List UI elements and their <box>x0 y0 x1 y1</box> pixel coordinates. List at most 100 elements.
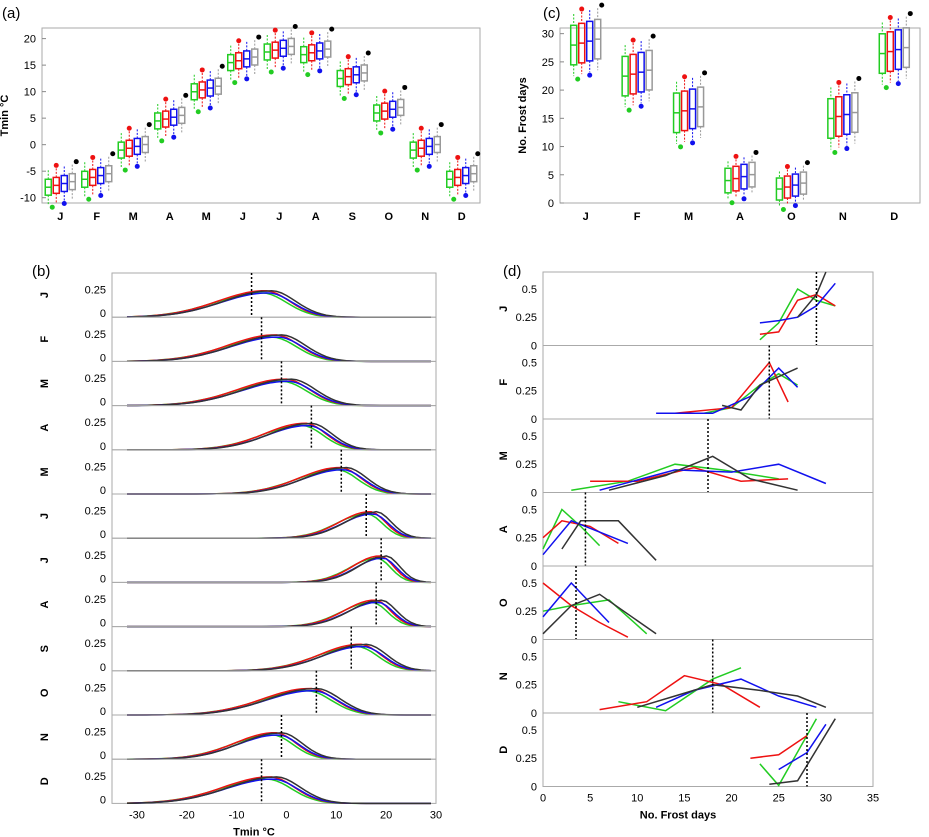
y-tick-label: 0.25 <box>85 461 106 473</box>
box-outlier <box>630 37 636 43</box>
box-outlier <box>836 79 842 85</box>
box-outlier <box>317 68 323 74</box>
box-outlier <box>292 23 298 29</box>
distribution-line <box>126 380 431 407</box>
panel-label-d: (d) <box>503 263 521 280</box>
y-tick-label: 25 <box>542 57 554 69</box>
y-tick-label: -5 <box>26 166 36 178</box>
y-tick-label: 0.25 <box>85 329 106 341</box>
month-label: M <box>39 467 51 476</box>
x-tick-label: 10 <box>330 809 342 821</box>
box-outlier <box>256 34 262 40</box>
box-outlier <box>329 26 335 32</box>
box-outlier <box>126 125 132 131</box>
frequency-line <box>769 718 836 785</box>
month-label: J <box>39 557 51 563</box>
x-tick-label: D <box>890 211 898 223</box>
y-tick-label: 0.25 <box>516 533 537 545</box>
month-label: M <box>39 379 51 388</box>
box-outlier <box>49 204 55 210</box>
frequency-line <box>674 361 789 415</box>
distribution-line <box>127 687 431 716</box>
box-outlier <box>741 196 747 202</box>
y-tick-label: 0 <box>100 662 106 674</box>
distribution-line <box>127 422 431 451</box>
box-outlier <box>678 144 684 150</box>
y-tick-label: -10 <box>20 193 36 205</box>
month-label: N <box>498 672 510 680</box>
y-tick-label: 0.5 <box>522 578 537 590</box>
x-tick-label: 15 <box>678 793 690 805</box>
x-axis-label: Tmin °C <box>233 826 275 837</box>
y-tick-label: 0 <box>531 561 537 573</box>
y-tick-label: 0 <box>30 140 36 152</box>
month-label: O <box>39 688 51 697</box>
y-tick-label: 0.25 <box>85 285 106 297</box>
y-tick-label: 0 <box>531 635 537 647</box>
x-tick-label: 30 <box>430 809 442 821</box>
x-tick-label: S <box>349 211 356 223</box>
y-tick-label: 0.5 <box>522 725 537 737</box>
y-tick-label: 0.5 <box>522 357 537 369</box>
box-outlier <box>86 196 92 202</box>
box-outlier <box>382 88 388 94</box>
subplot-frame <box>111 405 437 451</box>
box-outlier <box>207 105 213 111</box>
subplot-frame <box>111 493 437 539</box>
y-tick-label: 0.25 <box>516 606 537 618</box>
box-outlier <box>365 50 371 56</box>
box-outlier <box>232 80 238 86</box>
plot-frame <box>559 27 921 204</box>
box-outlier <box>784 164 790 170</box>
box-outlier <box>638 103 644 109</box>
y-tick-label: 0.25 <box>85 771 106 783</box>
distribution-line <box>126 336 431 363</box>
box-outlier <box>341 95 347 101</box>
box-outlier <box>353 92 359 98</box>
distribution-line <box>126 734 431 760</box>
box-outlier <box>280 65 286 71</box>
panel-label-b: (b) <box>32 263 50 280</box>
box-outlier <box>650 33 656 39</box>
distribution-line <box>127 466 431 495</box>
box-outlier <box>575 76 581 82</box>
month-label: A <box>39 600 51 608</box>
box-outlier <box>309 30 315 36</box>
box-outlier <box>599 2 605 8</box>
y-tick-label: 0.25 <box>85 682 106 694</box>
box-outlier <box>159 138 165 144</box>
x-tick-label: F <box>93 211 100 223</box>
month-label: F <box>498 379 510 386</box>
y-tick-label: 5 <box>30 113 36 125</box>
box-outlier <box>690 140 696 146</box>
frequency-line <box>759 293 836 335</box>
subplot-frame <box>111 714 437 760</box>
x-tick-label: D <box>458 211 466 223</box>
y-tick-label: 20 <box>542 85 554 97</box>
x-tick-label: 25 <box>773 793 785 805</box>
distribution-line <box>127 424 431 451</box>
x-tick-label: -30 <box>129 809 145 821</box>
frequency-line <box>750 734 808 759</box>
y-tick-label: 0.25 <box>85 417 106 429</box>
y-tick-label: 5 <box>548 170 554 182</box>
box-outlier <box>895 81 901 87</box>
subplot-frame <box>111 758 437 804</box>
distribution-line <box>127 599 432 628</box>
month-label: J <box>39 513 51 519</box>
y-tick-label: 0.25 <box>85 373 106 385</box>
box-outlier <box>729 200 735 206</box>
y-tick-label: 0 <box>100 618 106 630</box>
distribution-line <box>127 510 432 539</box>
x-tick-label: J <box>57 211 63 223</box>
x-tick-label: M <box>202 211 211 223</box>
month-label: J <box>498 306 510 312</box>
distribution-line <box>127 555 432 584</box>
y-tick-label: 0.25 <box>85 727 106 739</box>
distribution-line <box>126 336 431 363</box>
x-tick-label: O <box>787 211 796 223</box>
frequency-line <box>590 466 789 482</box>
y-tick-label: 0 <box>100 529 106 541</box>
frequency-line <box>797 271 827 318</box>
plot-frame <box>41 27 481 204</box>
